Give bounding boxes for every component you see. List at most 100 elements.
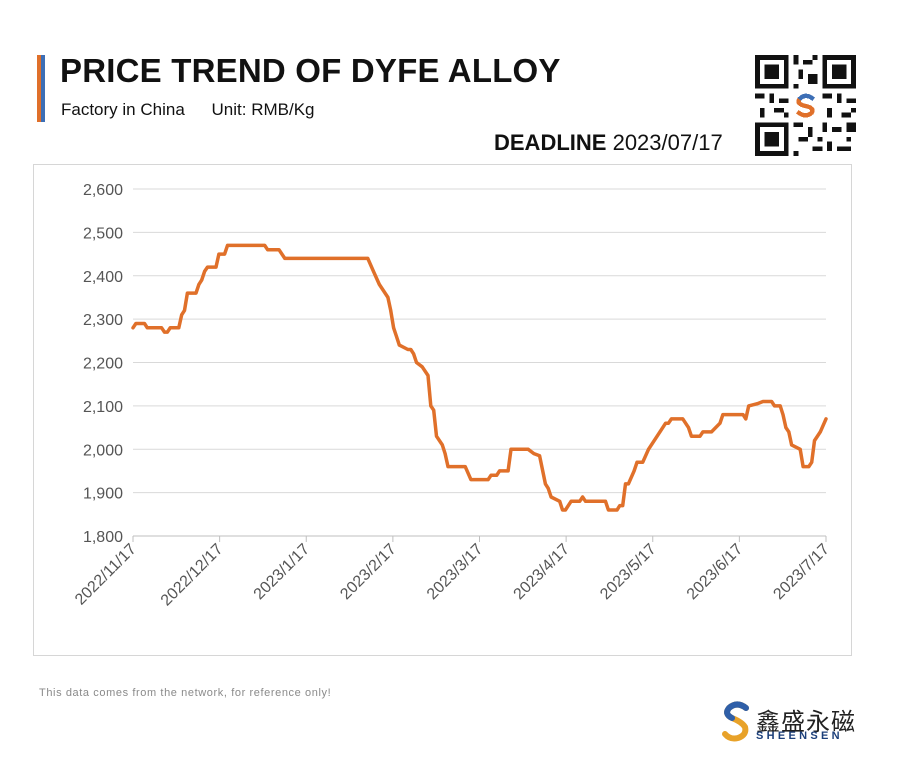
price-line-chart: 1,800 1,900 2,000 2,100 2,200 2,300 2,400 2,500… bbox=[72, 182, 833, 610]
data-point bbox=[543, 482, 547, 486]
data-point bbox=[429, 404, 433, 408]
data-point bbox=[443, 452, 447, 456]
data-point bbox=[818, 430, 822, 434]
data-point bbox=[526, 447, 530, 451]
data-point bbox=[283, 256, 287, 260]
subtitle-factory: Factory in China bbox=[61, 100, 185, 119]
data-point bbox=[773, 404, 776, 408]
data-point bbox=[801, 465, 805, 469]
data-point bbox=[223, 252, 227, 256]
data-point bbox=[440, 443, 444, 447]
data-point bbox=[160, 326, 164, 330]
deadline-date: 2023/07/17 bbox=[612, 130, 723, 155]
data-point bbox=[366, 256, 370, 260]
data-point bbox=[469, 478, 473, 482]
data-point bbox=[578, 499, 582, 503]
data-point bbox=[784, 426, 788, 430]
data-point bbox=[489, 473, 493, 477]
data-point bbox=[506, 469, 510, 473]
data-point bbox=[698, 434, 702, 438]
data-point bbox=[463, 465, 467, 469]
data-point bbox=[813, 439, 816, 443]
data-point bbox=[581, 495, 585, 499]
data-point bbox=[778, 404, 782, 408]
data-point bbox=[624, 482, 627, 486]
data-point bbox=[495, 473, 499, 477]
data-point bbox=[747, 404, 751, 408]
data-point bbox=[145, 326, 149, 330]
data-point bbox=[604, 499, 607, 503]
data-point bbox=[412, 352, 416, 356]
data-point bbox=[810, 460, 814, 464]
data-point bbox=[185, 291, 189, 295]
data-point bbox=[266, 248, 270, 252]
y-tick-label: 2,600 bbox=[83, 182, 123, 199]
data-point bbox=[770, 400, 774, 403]
data-point bbox=[377, 282, 381, 286]
data-point bbox=[632, 469, 636, 473]
price-series-line bbox=[131, 243, 828, 512]
data-point bbox=[426, 374, 430, 377]
data-point bbox=[386, 295, 390, 299]
data-point bbox=[177, 326, 181, 330]
data-point bbox=[200, 278, 204, 282]
x-tick-label: 2022/12/17 bbox=[158, 541, 227, 610]
gridlines bbox=[133, 188, 826, 537]
data-point bbox=[681, 417, 685, 421]
data-point bbox=[277, 248, 281, 252]
y-tick-label: 2,400 bbox=[83, 269, 123, 286]
brand-name-cn: 鑫盛永磁 bbox=[756, 708, 856, 736]
data-point bbox=[409, 348, 413, 351]
data-point bbox=[790, 443, 794, 447]
data-point bbox=[168, 326, 172, 330]
data-point bbox=[755, 402, 759, 406]
data-point bbox=[165, 330, 169, 334]
series-layer bbox=[131, 243, 828, 512]
data-point bbox=[667, 421, 670, 425]
y-tick-label: 2,200 bbox=[83, 356, 123, 373]
deadline-label: DEADLINE bbox=[494, 130, 607, 155]
data-point bbox=[263, 243, 267, 247]
data-point bbox=[718, 421, 722, 425]
data-point bbox=[741, 413, 745, 417]
data-point bbox=[143, 322, 146, 325]
data-point bbox=[395, 335, 398, 338]
data-point bbox=[761, 400, 765, 403]
data-point bbox=[787, 430, 791, 434]
data-point bbox=[584, 499, 587, 503]
page-title: PRICE TREND OF DYFE ALLOY bbox=[60, 52, 561, 89]
data-point bbox=[618, 504, 622, 508]
data-point bbox=[658, 430, 662, 434]
data-point bbox=[621, 504, 625, 508]
data-point bbox=[183, 308, 186, 312]
brand-name-en: SHEENSEN bbox=[756, 730, 843, 742]
data-point bbox=[647, 447, 650, 451]
data-point bbox=[664, 421, 668, 425]
data-point bbox=[406, 348, 410, 351]
x-axis-ticks: 2022/11/17 2022/12/17 2023/1/17 2023/2/17 20… bbox=[72, 535, 833, 610]
data-point bbox=[781, 413, 785, 417]
data-point bbox=[606, 508, 610, 512]
qr-code-icon bbox=[755, 55, 856, 156]
data-point bbox=[626, 482, 630, 486]
y-tick-label: 2,300 bbox=[83, 312, 123, 329]
data-point bbox=[372, 269, 375, 273]
data-point bbox=[389, 308, 393, 312]
data-point bbox=[721, 413, 725, 417]
data-point bbox=[226, 243, 229, 247]
data-point bbox=[203, 269, 207, 273]
x-tick-label: 2023/4/17 bbox=[511, 541, 573, 603]
data-point bbox=[194, 291, 198, 295]
x-tick-label: 2023/2/17 bbox=[337, 541, 399, 603]
data-point bbox=[689, 434, 693, 438]
data-point bbox=[163, 330, 166, 334]
data-point bbox=[397, 343, 401, 347]
data-point bbox=[615, 508, 619, 512]
x-tick-label: 2022/11/17 bbox=[72, 541, 140, 609]
data-point bbox=[415, 361, 418, 364]
data-point bbox=[197, 282, 201, 286]
subtitle: Factory in China Unit: RMB/Kg bbox=[61, 100, 315, 120]
data-point bbox=[498, 469, 501, 473]
data-point bbox=[798, 447, 802, 451]
data-point bbox=[131, 326, 135, 330]
